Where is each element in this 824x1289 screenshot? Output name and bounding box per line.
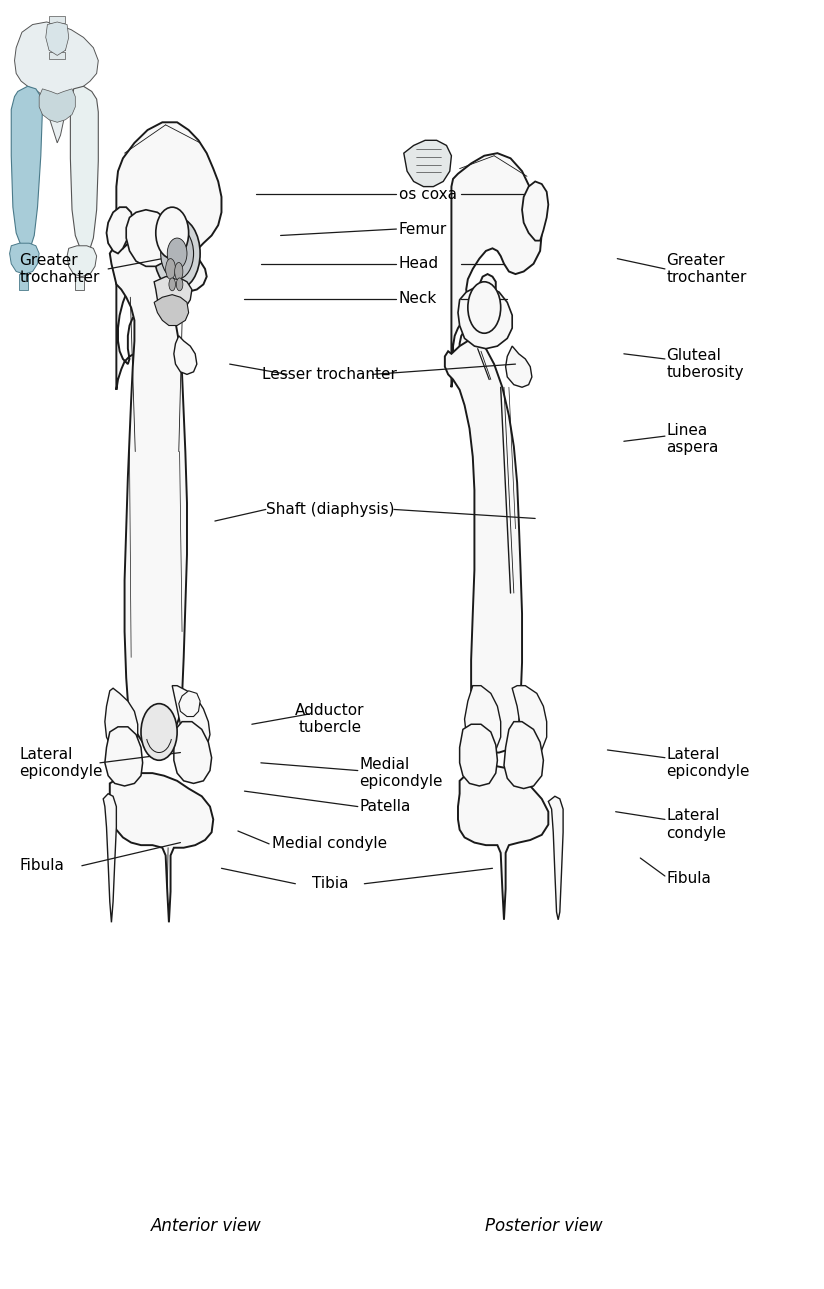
Polygon shape (404, 141, 452, 187)
Text: Patella: Patella (359, 799, 411, 815)
Polygon shape (172, 686, 210, 753)
Polygon shape (513, 686, 546, 755)
Text: Greater
trochanter: Greater trochanter (667, 253, 747, 285)
Text: Shaft (diaphysis): Shaft (diaphysis) (265, 501, 394, 517)
Polygon shape (105, 688, 138, 753)
Polygon shape (116, 122, 222, 389)
Text: Medial
epicondyle: Medial epicondyle (359, 757, 443, 789)
Bar (49, 24, 65, 32)
Polygon shape (70, 86, 98, 251)
Polygon shape (105, 727, 143, 786)
Polygon shape (174, 336, 197, 374)
Polygon shape (460, 724, 498, 786)
Text: Anterior view: Anterior view (152, 1217, 262, 1235)
Ellipse shape (169, 278, 176, 291)
Text: Medial condyle: Medial condyle (272, 837, 387, 851)
Text: Lesser trochanter: Lesser trochanter (262, 367, 397, 382)
Text: Head: Head (399, 257, 439, 271)
Circle shape (154, 218, 200, 290)
Bar (49, 15, 65, 23)
Polygon shape (40, 89, 75, 122)
Polygon shape (106, 208, 133, 254)
Polygon shape (20, 275, 28, 290)
Text: os coxa: os coxa (399, 187, 456, 202)
Text: Adductor
tubercle: Adductor tubercle (295, 703, 365, 735)
Polygon shape (126, 210, 176, 267)
Text: Linea
aspera: Linea aspera (667, 423, 719, 455)
Text: Gluteal
tuberosity: Gluteal tuberosity (667, 348, 744, 380)
Bar (49, 34, 65, 41)
Bar (49, 52, 65, 59)
Polygon shape (179, 691, 200, 717)
Polygon shape (154, 295, 189, 326)
Polygon shape (506, 345, 532, 387)
Ellipse shape (176, 278, 183, 291)
Text: Tibia: Tibia (311, 877, 348, 891)
Polygon shape (154, 277, 192, 313)
Polygon shape (445, 342, 522, 753)
Ellipse shape (175, 263, 183, 281)
Polygon shape (458, 766, 548, 920)
Circle shape (468, 282, 501, 334)
Polygon shape (46, 22, 68, 55)
Circle shape (156, 208, 189, 259)
Circle shape (167, 238, 187, 269)
Polygon shape (504, 722, 543, 789)
Polygon shape (522, 182, 548, 241)
Polygon shape (10, 244, 40, 275)
Text: Lateral
condyle: Lateral condyle (667, 808, 727, 840)
Polygon shape (110, 238, 187, 748)
Ellipse shape (166, 259, 176, 280)
Text: Fibula: Fibula (667, 871, 711, 886)
Text: Femur: Femur (399, 222, 447, 237)
Polygon shape (174, 722, 212, 784)
Polygon shape (458, 287, 513, 348)
Text: Lateral
epicondyle: Lateral epicondyle (667, 746, 750, 779)
Text: Lateral
epicondyle: Lateral epicondyle (20, 746, 103, 779)
Polygon shape (452, 153, 541, 387)
Circle shape (141, 704, 177, 761)
Polygon shape (75, 277, 83, 290)
Text: Posterior view: Posterior view (485, 1217, 602, 1235)
Polygon shape (548, 797, 563, 920)
Polygon shape (103, 794, 116, 923)
Polygon shape (465, 686, 501, 755)
Text: Greater
trochanter: Greater trochanter (20, 253, 100, 285)
Circle shape (161, 228, 194, 280)
Polygon shape (12, 86, 43, 249)
Polygon shape (15, 22, 98, 143)
Text: Fibula: Fibula (20, 858, 64, 873)
Polygon shape (110, 773, 213, 923)
Text: Neck: Neck (399, 291, 437, 305)
Bar (49, 43, 65, 50)
Polygon shape (67, 246, 96, 277)
